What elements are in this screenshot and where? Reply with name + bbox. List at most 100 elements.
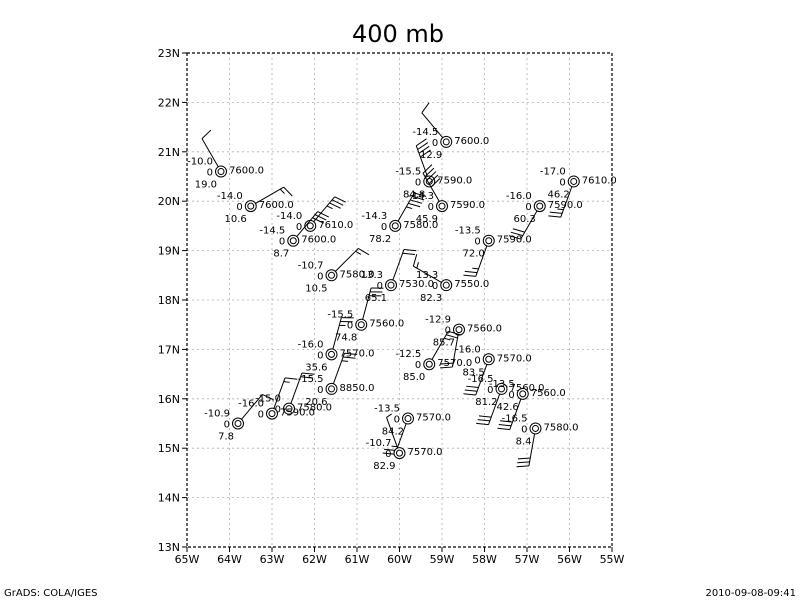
station-inner-ring bbox=[442, 138, 450, 146]
station-temperature: -16.0 bbox=[506, 191, 532, 202]
station-plots: -14.50 7600.012.9-10.00 7600.019.0-15.50 75… bbox=[187, 102, 617, 472]
wind-barb-staff bbox=[296, 211, 319, 238]
wind-barb-full bbox=[440, 362, 454, 365]
station-model: -14.50 7600.08.7 bbox=[259, 211, 336, 260]
station-dewpoint: 0 bbox=[207, 168, 213, 179]
wind-barb-full bbox=[412, 254, 418, 267]
wind-barb-full bbox=[414, 192, 427, 197]
station-temperature: -13.5 bbox=[489, 379, 515, 390]
station-height: 7600.0 bbox=[259, 200, 294, 211]
station-height: 7590.0 bbox=[450, 200, 485, 211]
station-inner-ring bbox=[391, 222, 399, 230]
wind-barb-full bbox=[510, 231, 523, 237]
station-circle bbox=[325, 348, 338, 361]
wind-barb-full bbox=[329, 202, 341, 209]
wind-barb-staff bbox=[422, 172, 440, 203]
station-temperature: -10.7 bbox=[298, 260, 324, 271]
station-height: 7600.0 bbox=[454, 136, 489, 147]
wind-barb-staff bbox=[528, 433, 536, 466]
station-temperature: -16.0 bbox=[455, 344, 481, 355]
wind-barb-staff bbox=[509, 398, 522, 430]
station-inner-ring bbox=[357, 321, 365, 329]
wind-barb-full bbox=[382, 452, 396, 455]
station-circle bbox=[283, 402, 295, 415]
wind-barb-full bbox=[517, 461, 530, 464]
station-temperature: -16.0 bbox=[238, 399, 264, 410]
wind-barb-full bbox=[498, 424, 512, 427]
wind-barb-full bbox=[512, 228, 525, 233]
station-height: 7570.0 bbox=[437, 358, 472, 369]
station-circle bbox=[393, 447, 406, 460]
station-height: 7590.0 bbox=[280, 408, 315, 419]
y-axis-ticks: 13N 14N 15N 16N 17N 18N 19N 20N 21N 22N 23N bbox=[158, 47, 187, 554]
station-dewpoint: 0 bbox=[317, 271, 323, 282]
wind-barb-full bbox=[497, 427, 510, 431]
wind-barb-full bbox=[201, 129, 212, 140]
wind-barb-full bbox=[410, 199, 423, 204]
wind-barb-full bbox=[463, 393, 476, 396]
x-tick-label: 65W bbox=[175, 553, 200, 566]
x-axis-ticks: 65W 64W 63W 62W 61W 60W 59W 58W 57W 56W 55W bbox=[175, 547, 625, 566]
station-temperature: -15.5 bbox=[298, 374, 324, 385]
station-model: -14.00 7600.0 10.6 bbox=[217, 186, 294, 225]
station-height: 7560.0 bbox=[510, 383, 545, 394]
station-model: 13.30 7550.0 82.3 bbox=[412, 254, 489, 304]
wind-barb-staff bbox=[431, 331, 449, 361]
station-inner-ring bbox=[570, 177, 578, 185]
station-model: -14.30 7590.045.9 bbox=[408, 164, 485, 225]
y-tick-label: 20N bbox=[158, 195, 180, 208]
station-dewpoint: 0 bbox=[415, 360, 421, 371]
wind-barb-full bbox=[334, 196, 347, 203]
wind-barb-staff bbox=[273, 377, 286, 410]
station-temperature: -14.3 bbox=[408, 191, 434, 202]
station-inner-ring bbox=[328, 350, 335, 358]
station-model: -12.50 7570.0 85.0 bbox=[395, 330, 472, 383]
station-circle bbox=[325, 382, 338, 395]
station-height: 7610.0 bbox=[582, 175, 617, 186]
wind-barb-full bbox=[463, 274, 476, 277]
station-height: 7580.0 bbox=[544, 422, 579, 433]
station-height: 7580.0 bbox=[340, 269, 375, 280]
y-tick-label: 13N bbox=[158, 541, 180, 554]
x-tick-label: 61W bbox=[345, 553, 370, 566]
station-dewpoint: 0 bbox=[432, 281, 438, 292]
station-inner-ring bbox=[442, 281, 450, 289]
station-circle bbox=[389, 219, 402, 232]
wind-barb-full bbox=[314, 214, 327, 221]
station-inner-ring bbox=[387, 281, 395, 289]
wind-barb-full bbox=[312, 217, 324, 224]
station-model: -16.00 7570.035.6 bbox=[298, 317, 375, 373]
wind-barb-full bbox=[424, 167, 435, 178]
station-inner-ring bbox=[404, 415, 412, 423]
station-value: 60.3 bbox=[513, 214, 535, 225]
wind-barb-half bbox=[557, 208, 564, 211]
station-model: -13.50 7570.0 84.2 bbox=[374, 404, 451, 455]
wind-barb-staff bbox=[397, 192, 415, 222]
wind-barb-full bbox=[415, 138, 427, 147]
wind-barb-half bbox=[444, 337, 451, 341]
station-height: 7600.0 bbox=[229, 166, 264, 177]
wind-barb-staff bbox=[520, 210, 538, 240]
station-inner-ring bbox=[519, 390, 527, 398]
station-circle bbox=[423, 358, 436, 371]
wind-barb-full bbox=[343, 356, 356, 359]
station-value: 20.6 bbox=[305, 397, 327, 408]
station-value: 83.5 bbox=[462, 367, 484, 378]
y-tick-label: 22N bbox=[158, 96, 180, 109]
station-temperature: 13.3 bbox=[416, 270, 438, 281]
x-tick-label: 63W bbox=[260, 553, 285, 566]
wind-barb-staff bbox=[240, 394, 263, 420]
wind-barb-full bbox=[317, 211, 330, 218]
x-tick-label: 55W bbox=[600, 553, 625, 566]
station-value: 35.6 bbox=[305, 362, 327, 373]
station-height: 7570.0 bbox=[408, 447, 443, 458]
station-circle bbox=[215, 165, 227, 178]
station-value: 74.8 bbox=[335, 333, 357, 344]
station-value: 42.6 bbox=[496, 402, 518, 413]
station-temperature: 13.3 bbox=[361, 270, 383, 281]
station-temperature: -10.9 bbox=[204, 409, 230, 420]
x-tick-label: 57W bbox=[515, 553, 540, 566]
wind-barb-full bbox=[422, 164, 433, 174]
station-inner-ring bbox=[396, 449, 403, 457]
